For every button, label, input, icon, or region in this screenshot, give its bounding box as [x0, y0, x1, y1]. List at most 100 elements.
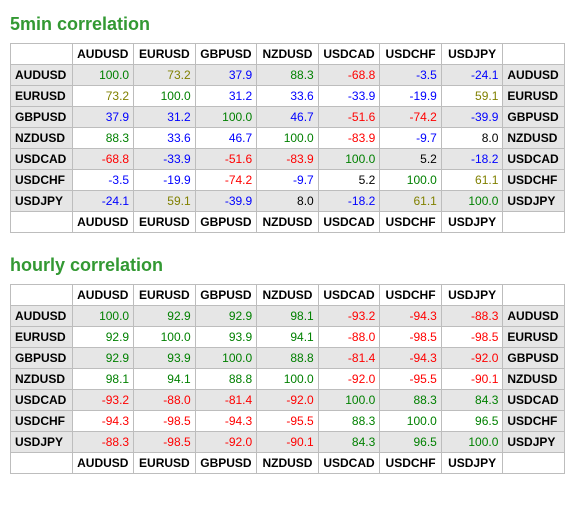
value-cell: -88.3	[72, 432, 134, 453]
col-header: USDCHF	[380, 285, 442, 306]
row-header-right: AUDUSD	[503, 65, 565, 86]
value-cell: 94.1	[257, 327, 319, 348]
value-cell: -68.8	[318, 65, 380, 86]
value-cell: -90.1	[441, 369, 503, 390]
row-header-left: GBPUSD	[11, 348, 73, 369]
corner-cell	[11, 212, 73, 233]
row-header-left: NZDUSD	[11, 128, 73, 149]
value-cell: 100.0	[380, 411, 442, 432]
row-header-left: GBPUSD	[11, 107, 73, 128]
col-header: EURUSD	[134, 44, 196, 65]
value-cell: 59.1	[441, 86, 503, 107]
value-cell: -92.0	[195, 432, 257, 453]
value-cell: 61.1	[380, 191, 442, 212]
corner-cell	[503, 453, 565, 474]
value-cell: 100.0	[441, 432, 503, 453]
value-cell: -81.4	[318, 348, 380, 369]
row-header-left: USDCAD	[11, 390, 73, 411]
value-cell: 46.7	[195, 128, 257, 149]
col-footer: USDCAD	[318, 453, 380, 474]
table-row: USDCAD-93.2-88.0-81.4-92.0100.088.384.3U…	[11, 390, 565, 411]
value-cell: 100.0	[318, 390, 380, 411]
row-header-right: GBPUSD	[503, 348, 565, 369]
value-cell: 33.6	[257, 86, 319, 107]
row-header-left: USDCAD	[11, 149, 73, 170]
value-cell: -88.0	[318, 327, 380, 348]
value-cell: -94.3	[380, 348, 442, 369]
col-footer: GBPUSD	[195, 453, 257, 474]
value-cell: 8.0	[257, 191, 319, 212]
col-header: USDCAD	[318, 285, 380, 306]
header-row-top: AUDUSDEURUSDGBPUSDNZDUSDUSDCADUSDCHFUSDJ…	[11, 44, 565, 65]
value-cell: -9.7	[380, 128, 442, 149]
row-header-left: USDCHF	[11, 170, 73, 191]
value-cell: 100.0	[195, 107, 257, 128]
table-row: EURUSD73.2100.031.233.6-33.9-19.959.1EUR…	[11, 86, 565, 107]
value-cell: -3.5	[72, 170, 134, 191]
value-cell: 88.3	[318, 411, 380, 432]
row-header-right: USDCAD	[503, 149, 565, 170]
value-cell: 96.5	[441, 411, 503, 432]
value-cell: 88.3	[380, 390, 442, 411]
value-cell: -94.3	[72, 411, 134, 432]
value-cell: -51.6	[318, 107, 380, 128]
col-header: USDJPY	[441, 285, 503, 306]
header-row-bottom: AUDUSDEURUSDGBPUSDNZDUSDUSDCADUSDCHFUSDJ…	[11, 453, 565, 474]
value-cell: 61.1	[441, 170, 503, 191]
row-header-left: NZDUSD	[11, 369, 73, 390]
value-cell: -3.5	[380, 65, 442, 86]
col-footer: AUDUSD	[72, 212, 134, 233]
value-cell: 88.3	[72, 128, 134, 149]
value-cell: 93.9	[134, 348, 196, 369]
value-cell: -88.0	[134, 390, 196, 411]
table-row: USDCHF-3.5-19.9-74.2-9.75.2100.061.1USDC…	[11, 170, 565, 191]
table-row: EURUSD92.9100.093.994.1-88.0-98.5-98.5EU…	[11, 327, 565, 348]
value-cell: -9.7	[257, 170, 319, 191]
col-header: USDCHF	[380, 44, 442, 65]
row-header-right: USDCAD	[503, 390, 565, 411]
row-header-right: GBPUSD	[503, 107, 565, 128]
table-row: USDJPY-88.3-98.5-92.0-90.184.396.5100.0U…	[11, 432, 565, 453]
value-cell: -18.2	[441, 149, 503, 170]
value-cell: 100.0	[72, 306, 134, 327]
value-cell: -98.5	[380, 327, 442, 348]
row-header-left: EURUSD	[11, 86, 73, 107]
value-cell: -18.2	[318, 191, 380, 212]
value-cell: 96.5	[380, 432, 442, 453]
value-cell: -39.9	[195, 191, 257, 212]
table-row: GBPUSD37.931.2100.046.7-51.6-74.2-39.9GB…	[11, 107, 565, 128]
value-cell: 98.1	[72, 369, 134, 390]
col-header: USDJPY	[441, 44, 503, 65]
row-header-right: USDJPY	[503, 432, 565, 453]
value-cell: 8.0	[441, 128, 503, 149]
value-cell: 37.9	[72, 107, 134, 128]
row-header-right: EURUSD	[503, 327, 565, 348]
row-header-left: USDJPY	[11, 432, 73, 453]
row-header-right: USDJPY	[503, 191, 565, 212]
value-cell: -98.5	[441, 327, 503, 348]
value-cell: 93.9	[195, 327, 257, 348]
value-cell: -92.0	[257, 390, 319, 411]
header-row-bottom: AUDUSDEURUSDGBPUSDNZDUSDUSDCADUSDCHFUSDJ…	[11, 212, 565, 233]
value-cell: -19.9	[134, 170, 196, 191]
col-header: GBPUSD	[195, 285, 257, 306]
value-cell: 88.8	[257, 348, 319, 369]
col-header: NZDUSD	[257, 44, 319, 65]
corner-cell	[11, 44, 73, 65]
table-row: NZDUSD98.194.188.8100.0-92.0-95.5-90.1NZ…	[11, 369, 565, 390]
row-header-right: USDCHF	[503, 411, 565, 432]
value-cell: 5.2	[318, 170, 380, 191]
value-cell: -93.2	[72, 390, 134, 411]
value-cell: 46.7	[257, 107, 319, 128]
corner-cell	[503, 44, 565, 65]
value-cell: 100.0	[257, 128, 319, 149]
section-title: 5min correlation	[10, 14, 565, 35]
value-cell: -83.9	[318, 128, 380, 149]
col-header: AUDUSD	[72, 44, 134, 65]
section-title: hourly correlation	[10, 255, 565, 276]
value-cell: 37.9	[195, 65, 257, 86]
value-cell: -98.5	[134, 411, 196, 432]
row-header-left: AUDUSD	[11, 65, 73, 86]
value-cell: 84.3	[441, 390, 503, 411]
value-cell: 100.0	[134, 86, 196, 107]
